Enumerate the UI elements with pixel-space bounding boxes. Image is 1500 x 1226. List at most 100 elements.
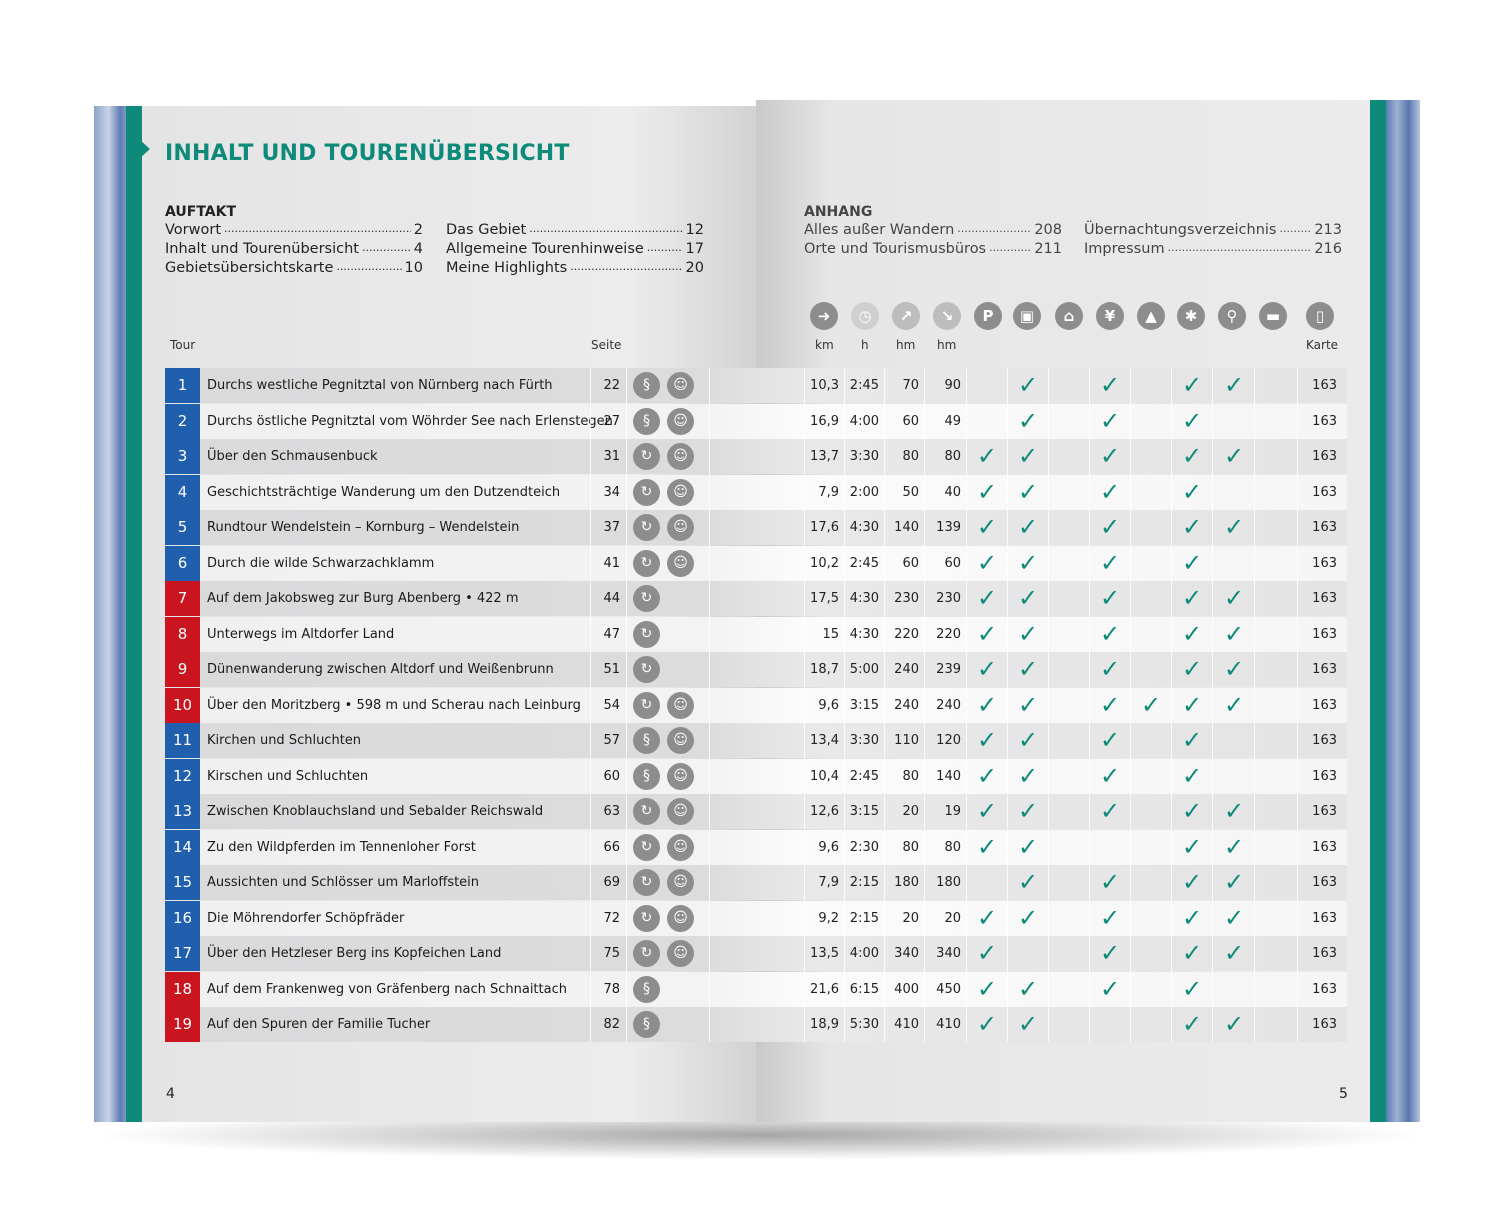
tour-page: 41	[603, 555, 620, 571]
tour-number: 2	[165, 403, 200, 439]
loop-route-icon: ↻	[633, 585, 660, 612]
check-icon: ✓	[977, 477, 998, 506]
tour-map-page: 163	[1312, 733, 1337, 748]
table-row[interactable]: 8 Unterwegs im Altdorfer Land 47 ↻ 15 4:30 220…	[165, 616, 1347, 652]
check-icon: ✓	[977, 690, 998, 719]
tour-descent: 340	[936, 946, 961, 961]
table-row[interactable]: 17 Über den Hetzleser Berg ins Kopfeichen…	[165, 936, 1347, 971]
table-row[interactable]: 13 Zwischen Knoblauchsland und Sebalder R…	[165, 794, 1347, 829]
toc-entry[interactable]: Meine Highlights........................…	[446, 260, 704, 276]
tour-page: 78	[603, 981, 620, 997]
tour-descent: 220	[936, 626, 961, 642]
check-icon: ✓	[977, 832, 998, 861]
tour-km: 7,9	[818, 484, 839, 500]
table-row[interactable]: 4 Geschichtsträchtige Wanderung um den Du…	[165, 474, 1347, 510]
tour-number: 12	[165, 758, 200, 794]
toc-page: 2	[413, 222, 423, 238]
tour-descent: 230	[936, 591, 961, 606]
table-row[interactable]: 16 Die Möhrendorfer Schöpfräder 72 ↻ ☺ 9,2 2:1…	[165, 900, 1347, 936]
tour-map-page: 163	[1312, 662, 1337, 677]
cable-car-icon: ⌂	[1055, 302, 1083, 330]
table-row[interactable]: 19 Auf den Spuren der Familie Tucher 82 § 18…	[165, 1007, 1347, 1042]
tour-name: Über den Schmausenbuck	[207, 449, 378, 464]
check-icon: ✓	[1100, 690, 1121, 719]
check-icon: ✓	[1100, 584, 1121, 612]
check-icon: ✓	[1224, 1010, 1245, 1038]
descent-icon: ↘	[933, 302, 961, 330]
check-icon: ✓	[977, 761, 998, 790]
tour-ascent: 180	[894, 875, 919, 890]
loop-route-icon: ↻	[633, 620, 660, 648]
check-icon: ✓	[1018, 406, 1039, 435]
check-icon: ✓	[1182, 797, 1203, 825]
tour-km: 7,9	[818, 875, 839, 890]
toc-entry[interactable]: Allgemeine Tourenhinweise...............…	[446, 241, 704, 257]
table-row[interactable]: 1 Durchs westliche Pegnitztal von Nürnber…	[165, 368, 1347, 403]
tour-ascent: 230	[894, 591, 919, 606]
column-divider	[590, 368, 591, 1042]
row-background	[165, 794, 1347, 829]
point-to-point-icon: §	[633, 407, 660, 435]
tour-hours: 4:30	[849, 520, 879, 535]
tour-page: 82	[603, 1017, 620, 1032]
table-row[interactable]: 10 Über den Moritzberg • 598 m und Schera…	[165, 687, 1347, 723]
row-background	[165, 900, 1347, 936]
column-divider	[884, 368, 885, 1042]
table-row[interactable]: 2 Durchs östliche Pegnitztal vom Wöhrder …	[165, 403, 1347, 439]
check-icon: ✓	[1100, 477, 1121, 506]
tour-km: 9,6	[818, 697, 839, 713]
tour-map-page: 163	[1312, 591, 1337, 606]
table-row[interactable]: 11 Kirchen und Schluchten 57 § ☺ 13,4 3:30 110 1…	[165, 723, 1347, 758]
loop-route-icon: ↻	[633, 798, 660, 825]
toc-entry[interactable]: Vorwort.................................…	[165, 222, 423, 238]
check-icon: ✓	[1100, 974, 1121, 1003]
tour-name: Dünenwanderung zwischen Altdorf und Weiß…	[207, 662, 554, 677]
toc-entry[interactable]: Das Gebiet..............................…	[446, 222, 704, 238]
tour-map-page: 163	[1312, 555, 1337, 571]
tour-km: 21,6	[810, 981, 839, 997]
table-row[interactable]: 12 Kirschen und Schluchten 60 § ☺ 10,4 2:45 80 1…	[165, 758, 1347, 794]
loop-route-icon: ↻	[633, 443, 660, 470]
toc-entry[interactable]: Übernachtungsverzeichnis................…	[1084, 222, 1342, 238]
toc-entry[interactable]: Alles außer Wandern.....................…	[804, 222, 1062, 238]
point-to-point-icon: §	[633, 727, 660, 754]
col-seite: Seite	[591, 338, 622, 352]
table-row[interactable]: 5 Rundtour Wendelstein – Kornburg – Wende…	[165, 510, 1347, 545]
table-row[interactable]: 3 Über den Schmausenbuck 31 ↻ ☺ 13,7 3:30 80 80 ✓…	[165, 439, 1347, 474]
table-row[interactable]: 9 Dünenwanderung zwischen Altdorf und Wei…	[165, 652, 1347, 687]
toc-entry[interactable]: Impressum...............................…	[1084, 241, 1342, 257]
row-background	[165, 758, 1347, 794]
tour-number: 8	[165, 616, 200, 652]
check-icon: ✓	[977, 726, 998, 754]
column-divider	[1089, 368, 1090, 1042]
check-icon: ✓	[1224, 832, 1245, 861]
table-row[interactable]: 7 Auf dem Jakobsweg zur Burg Abenberg • 4…	[165, 581, 1347, 616]
tour-descent: 20	[944, 910, 961, 926]
row-background	[165, 865, 1347, 900]
toc-entry[interactable]: Gebietsübersichtskarte..................…	[165, 260, 423, 276]
tour-hours: 4:30	[849, 591, 879, 606]
toc-leader: ........................................…	[224, 222, 411, 235]
tour-descent: 60	[944, 555, 961, 571]
toc-entry[interactable]: Orte und Tourismusbüros.................…	[804, 241, 1062, 257]
kids-icon: ☺	[667, 833, 694, 861]
tour-km: 9,6	[818, 839, 839, 855]
kids-icon: ☺	[667, 869, 694, 896]
kids-icon: ☺	[667, 727, 694, 754]
table-row[interactable]: 18 Auf dem Frankenweg von Gräfenberg nach…	[165, 971, 1347, 1007]
check-icon: ✓	[1100, 513, 1121, 541]
tour-page: 22	[603, 378, 620, 393]
tour-hours: 3:30	[849, 733, 879, 748]
tour-descent: 240	[936, 697, 961, 713]
kids-icon: ☺	[667, 372, 694, 399]
table-row[interactable]: 6 Durch die wilde Schwarzachklamm 41 ↻ ☺ 10,2…	[165, 545, 1347, 581]
toc-entry[interactable]: Inhalt und Tourenübersicht..............…	[165, 241, 423, 257]
tour-map-page: 163	[1312, 378, 1337, 393]
table-row[interactable]: 15 Aussichten und Schlösser um Marloffste…	[165, 865, 1347, 900]
tour-map-page: 163	[1312, 946, 1337, 961]
check-icon: ✓	[1018, 690, 1039, 719]
tour-km: 16,9	[810, 413, 839, 429]
table-row[interactable]: 14 Zu den Wildpferden im Tennenloher Fors…	[165, 829, 1347, 865]
check-icon: ✓	[1182, 939, 1203, 967]
check-icon: ✓	[1182, 584, 1203, 612]
